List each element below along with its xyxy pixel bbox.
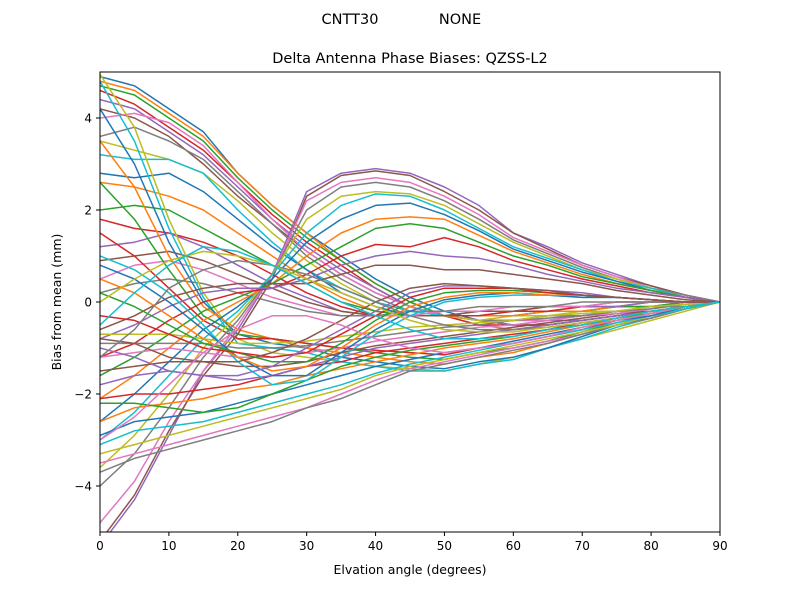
y-tick-label: −4 <box>74 480 92 494</box>
y-tick-label: 2 <box>84 204 92 218</box>
x-tick-label: 0 <box>96 539 104 553</box>
y-axis-label: Bias from mean (mm) <box>49 234 64 371</box>
series-line-s40 <box>100 301 720 446</box>
x-axis: 0 10 20 30 40 50 60 70 80 90 <box>96 532 728 553</box>
x-tick-label: 20 <box>230 539 245 553</box>
x-tick-label: 50 <box>437 539 452 553</box>
x-axis-label: Elvation angle (degrees) <box>333 562 486 577</box>
series-line-s27 <box>100 177 720 524</box>
series-line-s60 <box>100 246 720 340</box>
y-tick-label: 4 <box>84 112 92 126</box>
series-line-s33 <box>100 223 720 377</box>
suptitle-right: NONE <box>439 12 481 28</box>
x-tick-label: 40 <box>368 539 383 553</box>
series-line-s35 <box>100 250 720 340</box>
x-tick-label: 80 <box>643 539 658 553</box>
series-line-s39 <box>100 301 720 455</box>
y-tick-label: −2 <box>74 388 92 402</box>
x-tick-label: 10 <box>161 539 176 553</box>
series-line-s56 <box>100 282 720 363</box>
x-tick-label: 90 <box>712 539 727 553</box>
y-axis: −4 −2 0 2 4 <box>74 112 100 494</box>
series-line-s34 <box>100 236 720 358</box>
x-tick-label: 60 <box>506 539 521 553</box>
x-tick-label: 30 <box>299 539 314 553</box>
y-tick-label: 0 <box>84 296 92 310</box>
chart-title: Delta Antenna Phase Biases: QZSS-L2 <box>272 51 547 67</box>
x-tick-label: 70 <box>575 539 590 553</box>
series-layer <box>100 73 720 532</box>
suptitle-left: CNTT30 <box>322 12 379 28</box>
series-line-s36 <box>100 264 720 331</box>
series-line-s57 <box>100 301 720 441</box>
